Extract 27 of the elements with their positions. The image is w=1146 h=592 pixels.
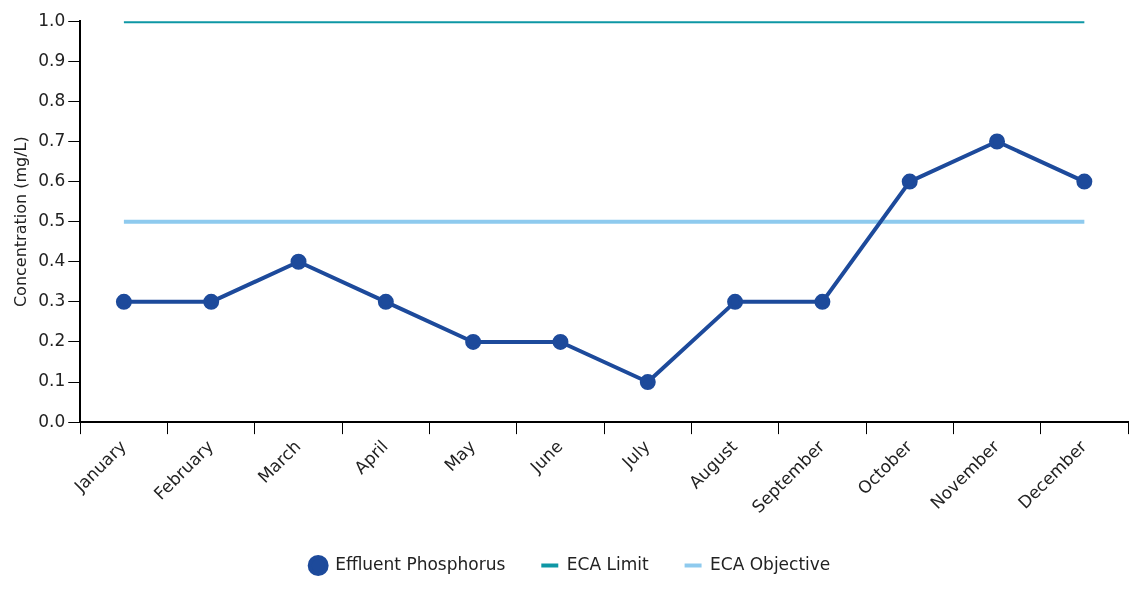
point [639,374,656,391]
point [989,133,1006,150]
y-axis-title: Concentration (mg/L) [10,136,30,308]
y-tick-label: 0.3 [38,290,66,311]
point [552,333,569,350]
y-tick-label: 0.2 [38,330,66,351]
y-tick-label: 0.7 [38,129,66,150]
y-tick-label: 0.5 [38,210,66,231]
point [814,293,831,310]
point [290,253,307,270]
y-tick-label: 0.6 [38,169,66,190]
point [203,293,220,310]
point [377,293,394,310]
y-tick-label: 1.0 [38,9,66,30]
point [115,293,132,310]
y-tick-label: 0.1 [38,370,66,391]
y-tick-label: 0.4 [38,250,66,271]
legend-label: ECA Limit [566,553,649,574]
point [1076,173,1093,190]
legend-label: Effluent Phosphorus [335,553,506,574]
point [901,173,918,190]
legend-label: ECA Objective [710,553,831,574]
y-tick-label: 0.0 [38,410,66,431]
point [727,293,744,310]
point [465,333,482,350]
y-tick-label: 0.8 [38,89,66,110]
y-tick-label: 0.9 [38,49,66,70]
